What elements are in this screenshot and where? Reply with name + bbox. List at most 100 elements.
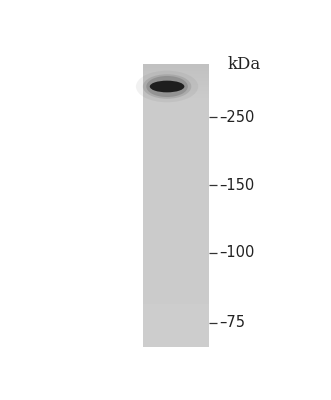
Bar — [143, 230, 210, 232]
Bar — [143, 184, 210, 186]
Bar — [143, 280, 210, 282]
Ellipse shape — [136, 71, 198, 102]
Bar — [143, 140, 210, 141]
Bar — [143, 184, 210, 185]
Bar — [143, 121, 210, 122]
Bar — [143, 312, 210, 314]
Bar — [143, 79, 210, 81]
Bar — [143, 72, 210, 73]
Bar — [143, 324, 210, 326]
Bar — [143, 205, 210, 207]
Bar — [143, 215, 210, 216]
Bar — [143, 306, 210, 307]
Bar — [143, 168, 210, 169]
Bar — [143, 65, 210, 67]
Bar — [143, 319, 210, 320]
Bar — [143, 118, 210, 120]
Bar — [143, 113, 210, 115]
Bar — [143, 210, 210, 212]
Bar — [143, 153, 210, 154]
Bar — [143, 128, 210, 130]
Bar — [143, 170, 210, 172]
Bar — [143, 278, 210, 279]
Bar — [143, 291, 210, 292]
Bar — [143, 278, 210, 280]
Bar — [143, 218, 210, 219]
Bar — [143, 267, 210, 269]
Bar — [143, 106, 210, 108]
Bar — [143, 136, 210, 137]
Bar — [143, 138, 210, 140]
Bar — [143, 307, 210, 308]
Bar — [143, 296, 210, 298]
Bar — [143, 152, 210, 153]
Bar — [143, 257, 210, 258]
Bar — [143, 142, 210, 144]
Bar — [143, 304, 210, 306]
Bar — [143, 302, 210, 304]
Bar — [143, 96, 210, 98]
Bar — [143, 193, 210, 194]
Bar — [143, 189, 210, 191]
Bar — [143, 262, 210, 263]
Bar — [143, 183, 210, 184]
Bar — [143, 120, 210, 121]
Bar — [143, 74, 210, 75]
Bar — [143, 218, 210, 220]
Bar — [143, 129, 210, 131]
Bar — [143, 178, 210, 180]
Bar — [143, 289, 210, 290]
Bar — [143, 245, 210, 246]
Bar — [143, 164, 210, 166]
Bar — [143, 132, 210, 134]
Bar — [143, 82, 210, 84]
Bar — [143, 198, 210, 199]
Bar — [143, 212, 210, 213]
Bar — [143, 150, 210, 151]
Bar — [143, 179, 210, 180]
Bar — [143, 68, 210, 70]
Bar — [143, 310, 210, 311]
Bar — [143, 340, 210, 342]
Bar — [143, 83, 210, 85]
Bar — [143, 329, 210, 331]
Bar — [143, 195, 210, 196]
Bar — [143, 344, 210, 346]
Bar — [143, 148, 210, 150]
Bar — [143, 330, 210, 332]
Bar — [143, 64, 210, 66]
Bar — [143, 252, 210, 254]
Bar — [143, 292, 210, 294]
Bar — [143, 92, 210, 93]
Bar — [143, 243, 210, 244]
Bar — [143, 336, 210, 337]
Bar — [143, 216, 210, 218]
Bar — [143, 274, 210, 275]
Bar — [143, 294, 210, 295]
Bar — [143, 230, 210, 231]
Bar — [143, 111, 210, 113]
Bar — [143, 104, 210, 105]
Bar — [143, 76, 210, 78]
Bar — [143, 345, 210, 347]
Text: –75: –75 — [220, 315, 246, 330]
Bar — [143, 244, 210, 245]
Bar — [143, 86, 210, 88]
Bar — [143, 268, 210, 270]
Bar — [143, 156, 210, 158]
Bar — [143, 292, 210, 293]
Bar — [143, 97, 210, 99]
Bar — [143, 135, 210, 136]
Bar — [143, 335, 210, 336]
Bar — [143, 321, 210, 322]
Bar — [143, 161, 210, 163]
Bar — [143, 91, 210, 92]
Bar — [143, 254, 210, 256]
Bar — [143, 69, 210, 70]
Bar — [143, 219, 210, 221]
Bar — [143, 235, 210, 237]
Bar — [143, 208, 210, 210]
Bar — [143, 294, 210, 296]
Bar — [143, 340, 210, 341]
Bar — [143, 315, 210, 317]
